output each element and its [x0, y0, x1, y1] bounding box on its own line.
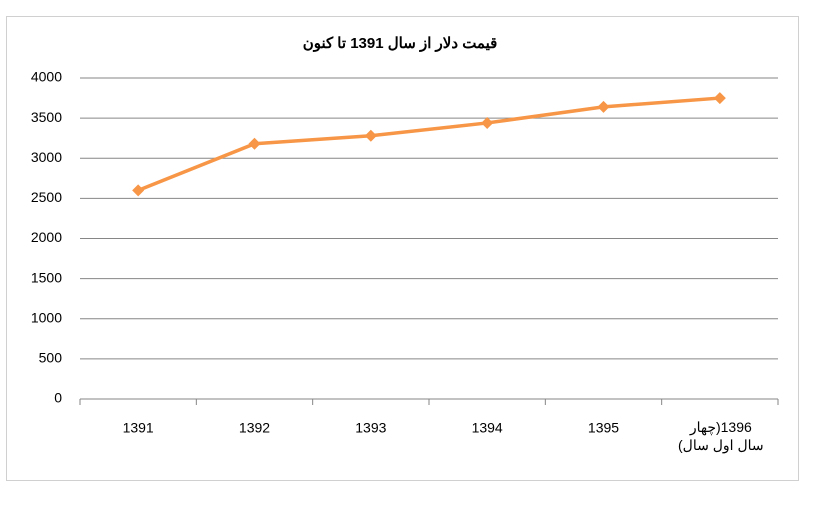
y-tick-label: 1500: [31, 269, 62, 285]
marker: [597, 100, 610, 113]
marker: [132, 184, 145, 197]
x-tick-label: 1392: [239, 420, 270, 436]
y-tick-label: 4000: [31, 69, 62, 85]
y-tick-label: 3500: [31, 109, 62, 125]
marker: [364, 129, 377, 142]
y-tick-label: 500: [39, 350, 63, 366]
chart-border: [6, 16, 799, 481]
x-tick-label-box: 1396(چهار سال اول سال): [678, 419, 764, 453]
marker: [713, 92, 726, 105]
y-tick-label: 1000: [31, 309, 62, 325]
marker: [248, 137, 261, 150]
marker: [481, 116, 494, 129]
y-tick-label: 3000: [31, 149, 62, 165]
x-tick-label: 1396(چهار سال اول سال): [678, 419, 764, 453]
x-tick-label: 1395: [588, 420, 619, 436]
x-tick-label: 1393: [355, 420, 386, 436]
y-tick-label: 0: [54, 390, 62, 406]
y-tick-label: 2500: [31, 189, 62, 205]
chart-title: قیمت دلار از سال 1391 تا کنون: [303, 35, 498, 52]
y-tick-label: 2000: [31, 229, 62, 245]
x-tick-label: 1391: [123, 420, 154, 436]
x-tick-label: 1394: [472, 420, 503, 436]
line: [137, 96, 720, 192]
